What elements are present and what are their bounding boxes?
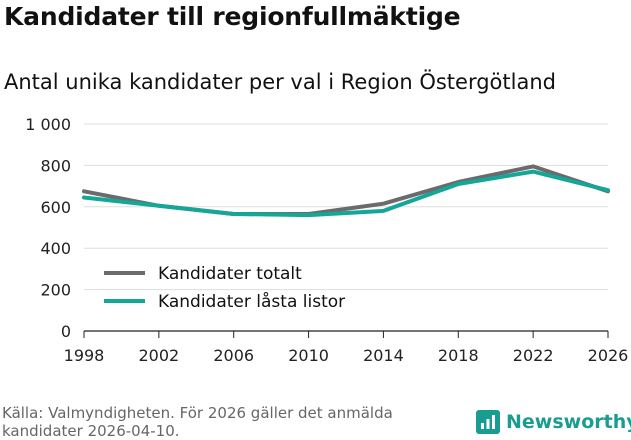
y-tick-label: 400 [40, 239, 71, 258]
x-tick-label: 2006 [213, 346, 254, 365]
chart-subtitle: Antal unika kandidater per val i Region … [4, 70, 556, 94]
x-axis-ticks: 1998 2002 2006 2010 2014 2018 2022 2026 [64, 331, 629, 365]
newsworthy-logo: Newsworthy [476, 410, 631, 434]
x-tick-label: 2018 [438, 346, 479, 365]
y-tick-label: 800 [40, 156, 71, 175]
x-tick-label: 2026 [588, 346, 629, 365]
x-tick-label: 2014 [363, 346, 404, 365]
y-axis-ticks: 0 200 400 600 800 1 000 [25, 115, 71, 341]
line-chart: 0 200 400 600 800 1 000 1998 2002 2006 2010 2014 2… [25, 115, 629, 365]
x-tick-label: 1998 [64, 346, 105, 365]
y-tick-label: 0 [61, 322, 71, 341]
source-note: Källa: Valmyndigheten. För 2026 gäller d… [2, 404, 393, 440]
chart-title: Kandidater till regionfullmäktige [4, 2, 461, 31]
x-tick-label: 2010 [288, 346, 329, 365]
legend-label-1: Kandidater låsta listor [158, 291, 345, 312]
y-tick-label: 600 [40, 198, 71, 217]
grid-lines [84, 123, 608, 332]
series-line-1 [82, 169, 610, 218]
legend-label-0: Kandidater totalt [158, 264, 302, 284]
legend: Kandidater totalt Kandidater låsta listor [104, 264, 345, 312]
y-tick-label: 1 000 [25, 115, 71, 134]
newsworthy-logo-text: Newsworthy [506, 411, 631, 433]
x-tick-label: 2022 [513, 346, 554, 365]
x-tick-label: 2002 [138, 346, 179, 365]
newsworthy-logo-icon [476, 410, 500, 434]
series-lines [82, 164, 610, 218]
y-tick-label: 200 [40, 281, 71, 300]
